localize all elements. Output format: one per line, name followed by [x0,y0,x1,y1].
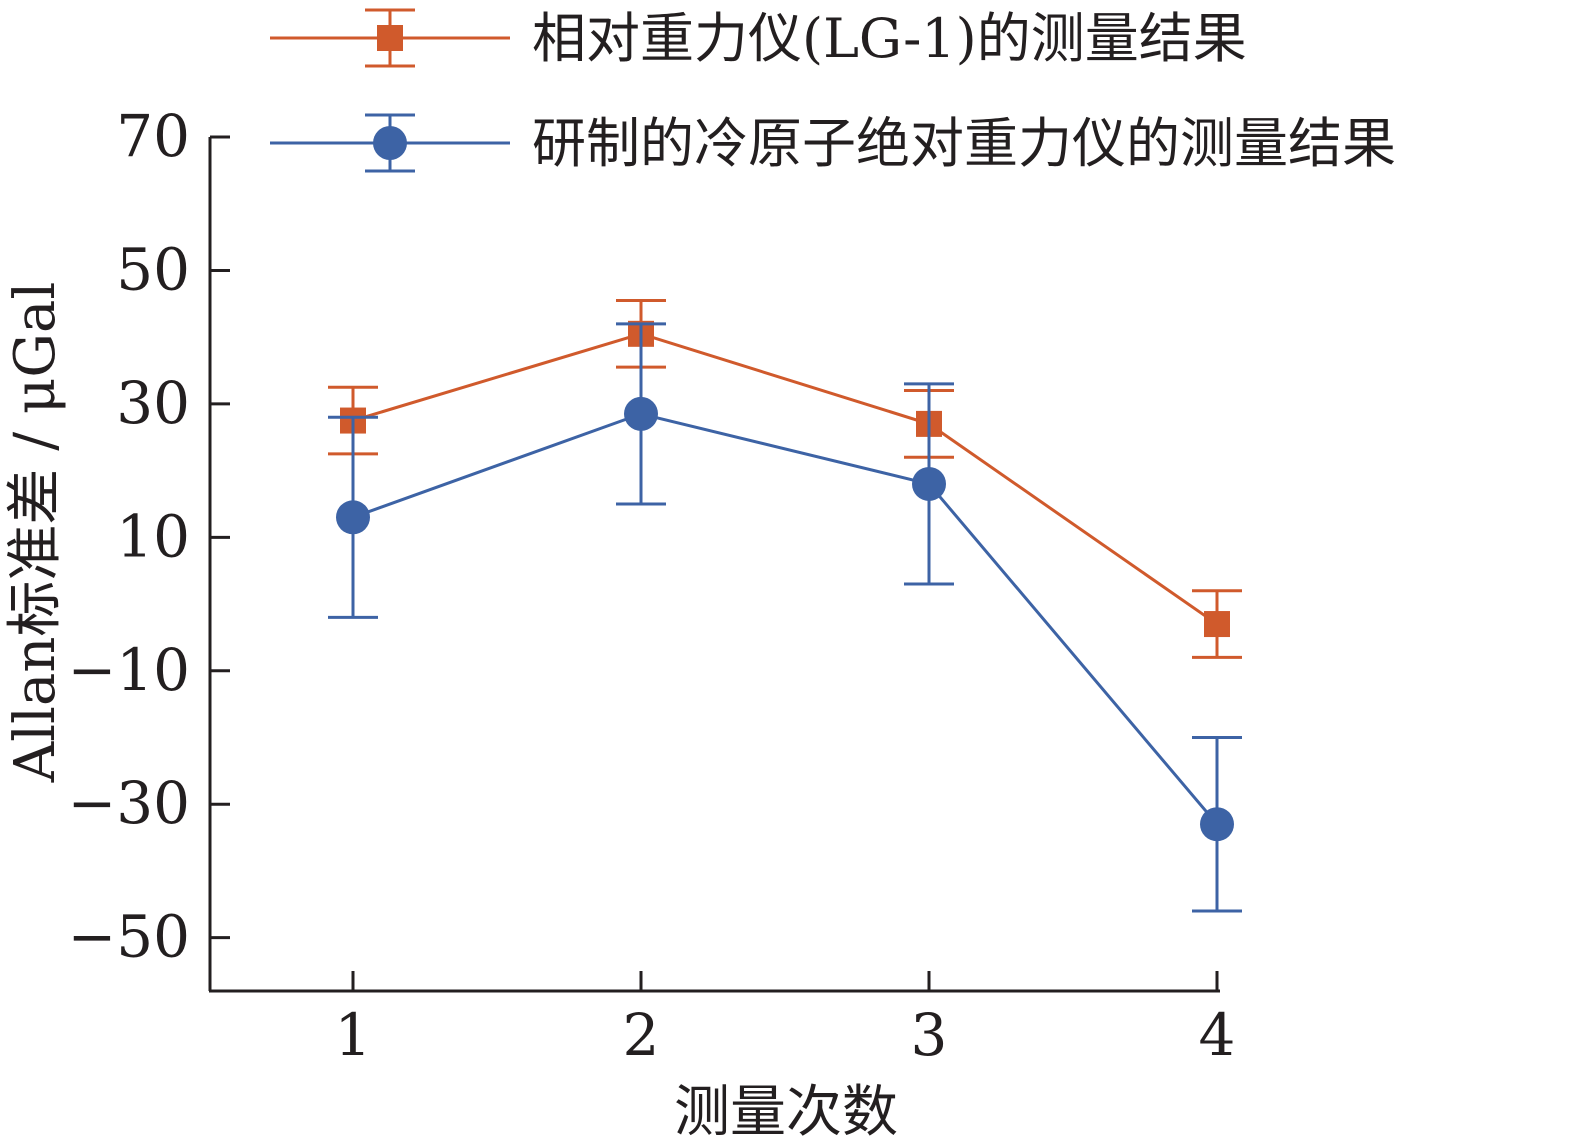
y-ticks: 70 50 30 10 −10 −30 −50 [68,102,230,971]
data-point-square [1204,611,1230,638]
legend-marker-circle [373,126,407,160]
series-1 [328,298,1242,659]
x-axis-label: 测量次数 [674,1080,898,1139]
y-tick-label: 70 [116,102,190,170]
x-ticks: 1 2 3 4 [335,971,1236,1069]
plot-area [328,298,1242,913]
legend-marker-square [377,25,403,51]
legend-label: 研制的冷原子绝对重力仪的测量结果 [532,112,1396,175]
data-point-circle [912,466,946,501]
legend-item-1: 相对重力仪(LG-1)的测量结果 [270,7,1247,70]
legend-label: 相对重力仪(LG-1)的测量结果 [532,7,1247,70]
y-tick-label: 50 [116,235,190,303]
data-point-circle [624,396,658,431]
data-point-circle [336,500,370,535]
y-axis-label: Allan标准差 / μGal [3,282,68,784]
axes [208,137,1220,993]
y-tick-label: 10 [116,502,190,570]
data-point-circle [1200,807,1234,842]
x-tick-label: 4 [1199,1001,1236,1069]
series-line [352,332,1218,626]
y-tick-label: −50 [68,903,190,971]
y-tick-label: 30 [116,369,190,437]
series-2 [328,322,1242,913]
x-tick-label: 2 [623,1001,660,1069]
series-line [352,412,1219,826]
y-tick-label: −10 [68,636,190,704]
y-tick-label: −30 [68,769,190,837]
legend-item-2: 研制的冷原子绝对重力仪的测量结果 [270,112,1396,175]
x-tick-label: 3 [911,1001,948,1069]
x-tick-label: 1 [335,1001,372,1069]
